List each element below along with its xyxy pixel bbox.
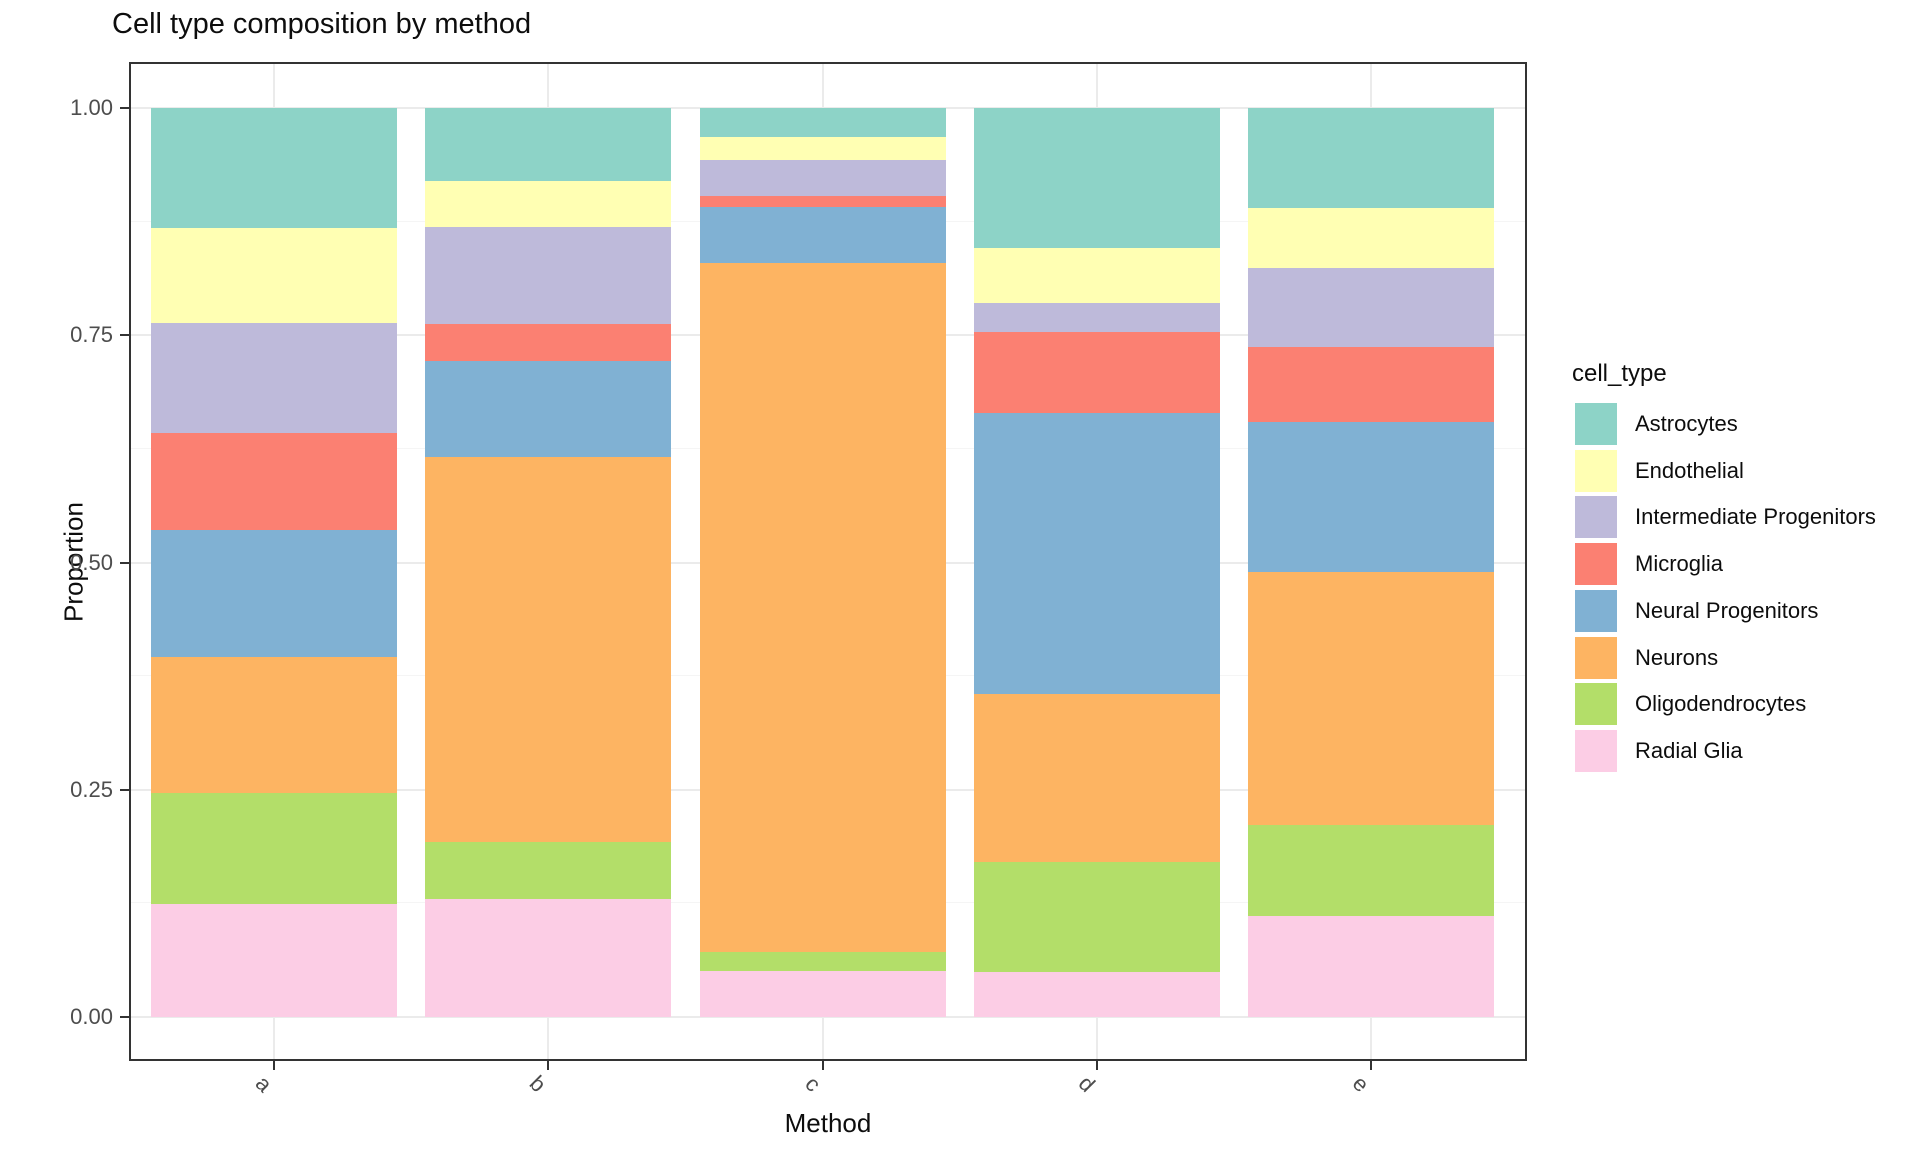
legend-swatch-oligodendrocytes bbox=[1575, 683, 1617, 726]
y-tick-label: 0.00 bbox=[70, 1004, 113, 1029]
bar-segment-microglia[interactable] bbox=[973, 331, 1220, 414]
bar-segment-oligodendrocytes[interactable] bbox=[1248, 825, 1494, 917]
bar-segment-intermediate-progenitors[interactable] bbox=[151, 323, 397, 433]
horizontal-gridline bbox=[131, 1016, 1525, 1018]
bar-segment-radial-glia[interactable] bbox=[699, 970, 946, 1017]
bar-segment-radial-glia[interactable] bbox=[425, 898, 672, 1017]
y-tick-mark bbox=[120, 561, 129, 564]
bar-segment-astrocytes[interactable] bbox=[151, 108, 397, 228]
bar-segment-astrocytes[interactable] bbox=[973, 108, 1220, 248]
y-tick-mark bbox=[120, 334, 129, 337]
legend-label: Endothelial bbox=[1635, 457, 1744, 483]
legend-swatch-intermediate-progenitors bbox=[1575, 496, 1617, 539]
bar-segment-neural-progenitors[interactable] bbox=[151, 529, 397, 658]
legend-label: Intermediate Progenitors bbox=[1635, 504, 1876, 530]
bar-segment-neurons[interactable] bbox=[1248, 572, 1494, 826]
bar-segment-radial-glia[interactable] bbox=[973, 972, 1220, 1017]
bar-segment-oligodendrocytes[interactable] bbox=[425, 841, 672, 899]
bar-segment-endothelial[interactable] bbox=[151, 227, 397, 324]
bar-segment-endothelial[interactable] bbox=[699, 137, 946, 160]
y-tick-label: 1.00 bbox=[70, 95, 113, 120]
x-axis-title: Method bbox=[784, 1108, 872, 1138]
legend-label: Radial Glia bbox=[1635, 737, 1743, 763]
bar-segment-endothelial[interactable] bbox=[1248, 207, 1494, 268]
bar-segment-radial-glia[interactable] bbox=[1248, 916, 1494, 1017]
legend-swatch-neurons bbox=[1575, 636, 1617, 679]
bar-segment-astrocytes[interactable] bbox=[1248, 108, 1494, 208]
bar-segment-microglia[interactable] bbox=[1248, 347, 1494, 422]
x-tick-label[interactable]: a bbox=[250, 1070, 278, 1098]
x-tick-mark bbox=[1370, 1061, 1372, 1070]
legend-swatch-microglia bbox=[1575, 543, 1617, 586]
legend-swatch-radial-glia bbox=[1575, 729, 1617, 772]
legend-label: Microglia bbox=[1635, 551, 1724, 577]
legend-label: Neurons bbox=[1635, 644, 1719, 670]
bar-segment-neural-progenitors[interactable] bbox=[699, 207, 946, 264]
bar-segment-oligodendrocytes[interactable] bbox=[151, 793, 397, 905]
legend-label: Oligodendrocytes bbox=[1635, 691, 1807, 717]
y-tick-label: 0.25 bbox=[70, 776, 113, 802]
x-tick-label[interactable]: e bbox=[1347, 1070, 1375, 1098]
bar-segment-intermediate-progenitors[interactable] bbox=[425, 227, 672, 325]
bar-segment-neural-progenitors[interactable] bbox=[1248, 421, 1494, 573]
bar-segment-intermediate-progenitors[interactable] bbox=[973, 303, 1220, 332]
bar-segment-radial-glia[interactable] bbox=[151, 904, 397, 1017]
x-tick-label[interactable]: b bbox=[525, 1070, 552, 1098]
y-tick-mark bbox=[120, 788, 129, 791]
bar-segment-microglia[interactable] bbox=[151, 432, 397, 530]
x-tick-mark bbox=[273, 1061, 275, 1070]
bar-segment-intermediate-progenitors[interactable] bbox=[699, 159, 946, 197]
bar-segment-neural-progenitors[interactable] bbox=[425, 360, 672, 458]
y-tick-mark bbox=[120, 107, 129, 109]
x-tick-label[interactable]: d bbox=[1073, 1070, 1100, 1098]
bar-segment-astrocytes[interactable] bbox=[425, 108, 672, 181]
bar-segment-neurons[interactable] bbox=[973, 694, 1220, 863]
chart-title: Cell type composition by method bbox=[112, 8, 532, 40]
legend-swatch-astrocytes bbox=[1575, 403, 1617, 445]
legend-swatch-endothelial bbox=[1575, 449, 1617, 492]
bar-segment-endothelial[interactable] bbox=[425, 180, 672, 228]
bar-segment-oligodendrocytes[interactable] bbox=[973, 862, 1220, 973]
x-tick-mark bbox=[821, 1061, 824, 1070]
bar-segment-intermediate-progenitors[interactable] bbox=[1248, 267, 1494, 348]
y-tick-label: 0.50 bbox=[70, 549, 113, 575]
legend-swatch-neural-progenitors bbox=[1575, 589, 1617, 632]
bar-segment-astrocytes[interactable] bbox=[699, 108, 946, 138]
x-tick-mark bbox=[547, 1061, 550, 1070]
x-tick-label[interactable]: c bbox=[799, 1071, 826, 1097]
bar-segment-oligodendrocytes[interactable] bbox=[699, 951, 946, 971]
bar-segment-microglia[interactable] bbox=[425, 324, 672, 361]
bar-segment-neurons[interactable] bbox=[425, 457, 672, 842]
legend-title: cell_type bbox=[1572, 360, 1667, 387]
bar-segment-neurons[interactable] bbox=[699, 263, 946, 952]
bar-segment-endothelial[interactable] bbox=[973, 247, 1220, 304]
y-tick-label: 0.75 bbox=[70, 322, 113, 348]
x-tick-mark bbox=[1095, 1061, 1098, 1070]
bar-segment-microglia[interactable] bbox=[699, 196, 946, 208]
bar-segment-neural-progenitors[interactable] bbox=[973, 413, 1220, 695]
y-tick-mark bbox=[120, 1016, 129, 1018]
legend-label: Astrocytes bbox=[1635, 411, 1738, 436]
legend-label: Neural Progenitors bbox=[1635, 597, 1819, 623]
bar-segment-neurons[interactable] bbox=[151, 657, 397, 794]
